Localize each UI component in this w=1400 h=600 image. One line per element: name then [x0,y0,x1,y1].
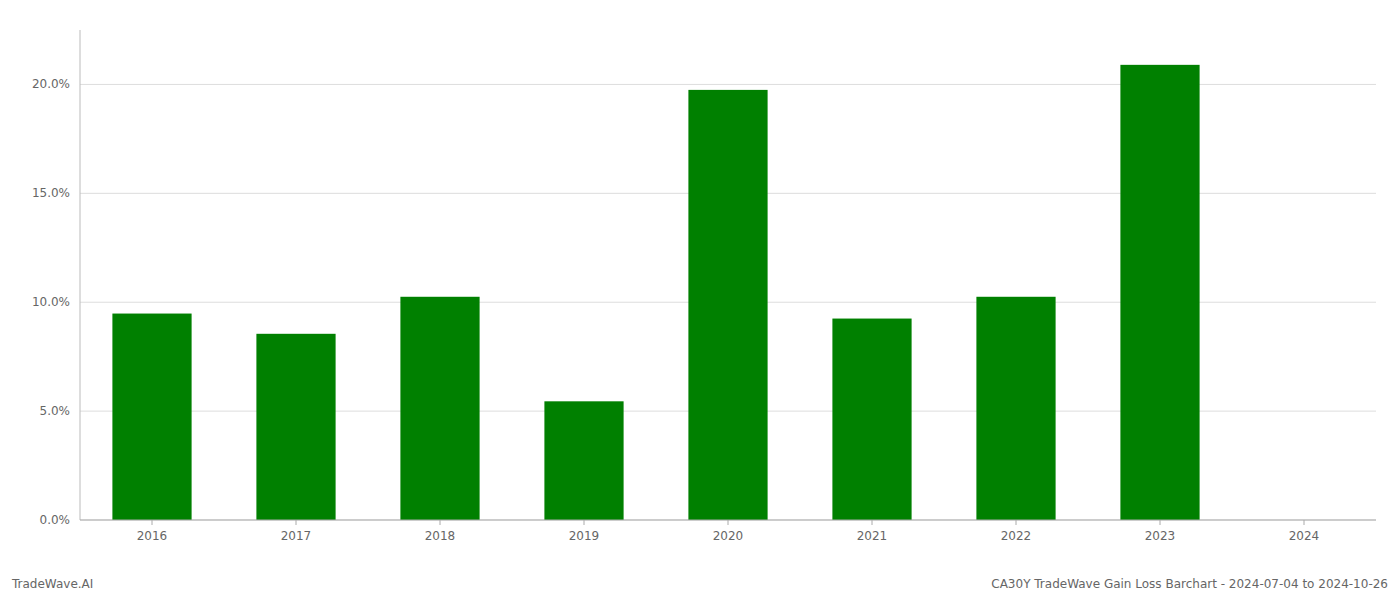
bar [832,319,911,520]
bars [112,65,1199,520]
x-tick [872,520,873,525]
x-tick-label: 2017 [281,529,312,543]
bar [112,314,191,520]
footer-text: TradeWave.AI [11,577,93,591]
bar [1120,65,1199,520]
bar [256,334,335,520]
x-tick-label: 2024 [1289,529,1320,543]
x-tick-label: 2023 [1145,529,1176,543]
x-tick [1160,520,1161,525]
y-tick-label: 10.0% [32,295,70,309]
x-tick-label: 2021 [857,529,888,543]
bar [688,90,767,520]
page: {"chart_data": {"type": "bar", "categori… [0,0,1400,600]
bar [400,297,479,520]
y-tick-label: 0.0% [40,513,71,527]
bar [544,401,623,520]
bar [976,297,1055,520]
x-tick-label: 2020 [713,529,744,543]
y-tick-label: 20.0% [32,77,70,91]
x-tick-label: 2019 [569,529,600,543]
footer: TradeWave.AI CA30Y TradeWave Gain Loss Ba… [11,577,1388,591]
x-axis: 2016 2017 2018 2019 2020 2021 2022 2023 2024 [80,520,1376,543]
x-tick [1304,520,1305,525]
chart-container: 0.0%5.0%10.0%15.0%20.0%20162017201820192… [0,0,1400,600]
x-tick [584,520,585,525]
y-tick-labels: 0.0% 5.0% 10.0% 15.0% 20.0% [32,77,70,527]
x-tick [152,520,153,525]
footer-text: CA30Y TradeWave Gain Loss Barchart - 202… [991,577,1388,591]
x-tick [440,520,441,525]
x-tick-label: 2016 [137,529,168,543]
x-tick [1016,520,1017,525]
x-tick [728,520,729,525]
y-tick-label: 15.0% [32,186,70,200]
x-tick-label: 2018 [425,529,456,543]
chart-svg: 0.0%5.0%10.0%15.0%20.0%20162017201820192… [0,0,1400,600]
x-tick [296,520,297,525]
x-tick-label: 2022 [1001,529,1032,543]
y-tick-label: 5.0% [40,404,71,418]
y-axis-line [80,30,81,520]
